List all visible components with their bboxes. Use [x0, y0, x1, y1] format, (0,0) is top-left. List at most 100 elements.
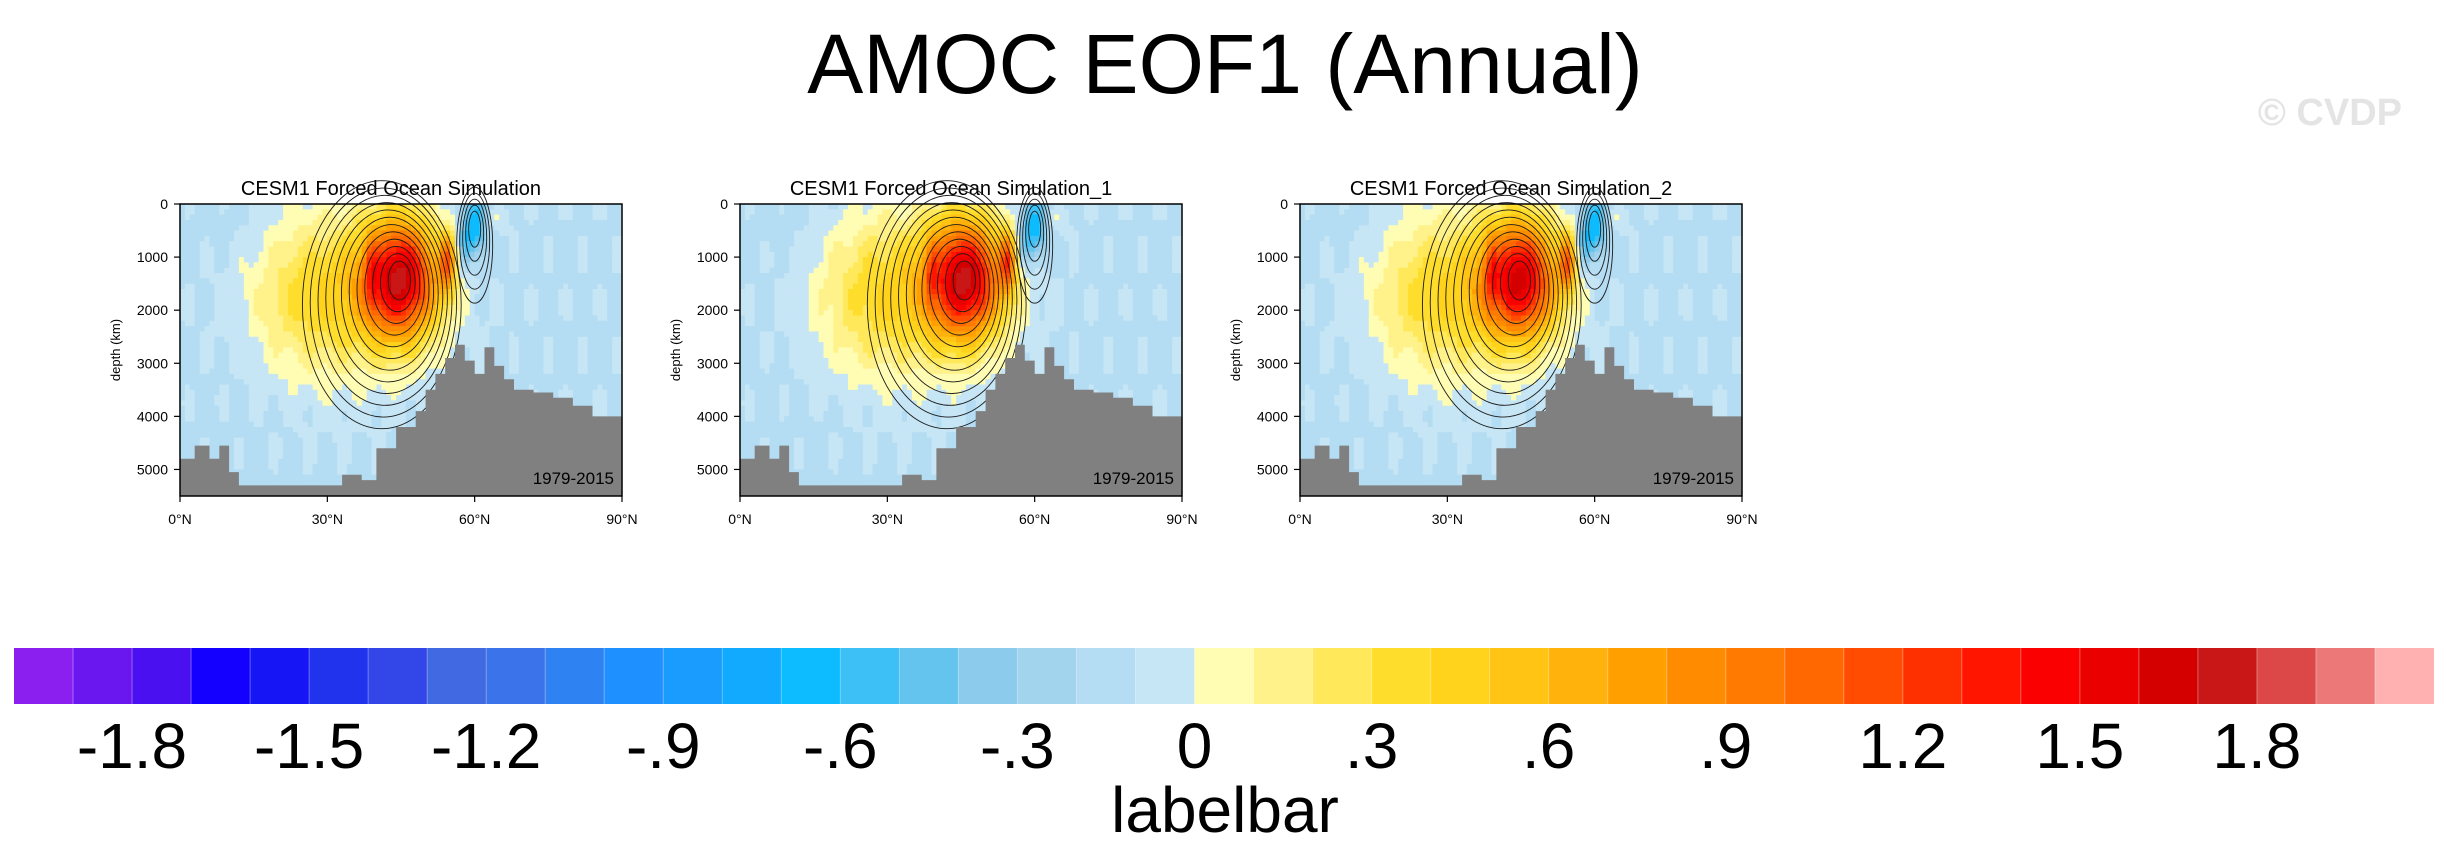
- labelbar-color-box: [1902, 648, 1963, 704]
- labelbar-color-box: [309, 648, 369, 704]
- bathymetry-mask: [740, 344, 1182, 496]
- color-labelbar: [14, 648, 2434, 704]
- eof-panel-2: CESM1 Forced Ocean Simulation_1 0 1000 200…: [660, 176, 1198, 576]
- contour-lines: [866, 180, 1054, 430]
- labelbar-color-box: [191, 648, 251, 704]
- labelbar-color-box: [545, 648, 605, 704]
- labelbar-color-box: [368, 648, 428, 704]
- x-tick-label: 0°N: [1288, 511, 1312, 527]
- y-tick-label: 4000: [697, 408, 728, 424]
- labelbar-tick-label: 0: [1176, 710, 1213, 782]
- labelbar-color-box: [1312, 648, 1373, 704]
- labelbar-color-box: [1784, 648, 1845, 704]
- labelbar-color-box: [722, 648, 782, 704]
- bathymetry-mask: [1300, 344, 1742, 496]
- y-axis-label: depth (km): [668, 319, 683, 381]
- x-tick-label: 0°N: [168, 511, 192, 527]
- panel-plot: 0 1000 2000 3000 4000 5000 0°N 30°N 60°N 90°N dept…: [668, 180, 1198, 527]
- labelbar-tick-label: 1.8: [2212, 710, 2302, 782]
- labelbar-color-box: [73, 648, 133, 704]
- y-tick-label: 1000: [137, 249, 168, 265]
- labelbar-color-box: [1076, 648, 1137, 704]
- labelbar-color-box: [1666, 648, 1727, 704]
- labelbar-tick-label: 1.5: [2035, 710, 2125, 782]
- labelbar-tick-label: -1.5: [253, 710, 365, 782]
- x-tick-label: 60°N: [1579, 511, 1610, 527]
- eof-panel-1: CESM1 Forced Ocean Simulation 0 1000 2000 3…: [100, 176, 638, 576]
- labelbar-color-box: [781, 648, 841, 704]
- contour-lines: [301, 180, 494, 430]
- x-tick-label: 60°N: [1019, 511, 1050, 527]
- y-axis-label: depth (km): [108, 319, 123, 381]
- period-label: 1979-2015: [533, 469, 614, 488]
- labelbar-tick-label: -.3: [980, 710, 1055, 782]
- labelbar-color-box: [840, 648, 900, 704]
- period-label: 1979-2015: [1653, 469, 1734, 488]
- y-tick-label: 4000: [137, 408, 168, 424]
- labelbar-color-box: [2079, 648, 2140, 704]
- labelbar-color-box: [132, 648, 192, 704]
- field-cells: [180, 204, 623, 497]
- labelbar-color-box: [1430, 648, 1491, 704]
- labelbar-color-box: [958, 648, 1019, 704]
- y-tick-label: 5000: [697, 461, 728, 477]
- labelbar-tick-label: -1.2: [431, 710, 542, 782]
- y-tick-label: 5000: [137, 461, 168, 477]
- x-tick-label: 30°N: [312, 511, 343, 527]
- y-tick-label: 0: [1280, 196, 1288, 212]
- y-tick-label: 2000: [137, 302, 168, 318]
- y-axis-label: depth (km): [1228, 319, 1243, 381]
- x-tick-label: 0°N: [728, 511, 752, 527]
- labelbar-color-box: [1371, 648, 1432, 704]
- labelbar-color-box: [1725, 648, 1786, 704]
- x-tick-label: 30°N: [1432, 511, 1463, 527]
- y-tick-label: 1000: [1257, 249, 1288, 265]
- labelbar-color-box: [250, 648, 310, 704]
- x-tick-label: 30°N: [872, 511, 903, 527]
- labelbar-tick-labels: -1.8 -1.5 -1.2 -.9 -.6 -.3 0 .3 .6 .9 1.2 1.5 1.8: [0, 710, 2450, 790]
- labelbar-color-box: [899, 648, 959, 704]
- labelbar-color-box: [2374, 648, 2434, 704]
- contour-lines: [1421, 180, 1614, 430]
- labelbar-color-box: [486, 648, 546, 704]
- labelbar-color-box: [1194, 648, 1255, 704]
- y-tick-label: 4000: [1257, 408, 1288, 424]
- panel-plot: 0 1000 2000 3000 4000 5000 0°N 30°N 60°N 90°N dept…: [108, 180, 638, 527]
- page-title: AMOC EOF1 (Annual): [807, 17, 1643, 111]
- bathymetry-mask: [180, 344, 622, 496]
- labelbar-color-box: [1843, 648, 1904, 704]
- y-tick-label: 1000: [697, 249, 728, 265]
- labelbar-color-box: [2138, 648, 2199, 704]
- labelbar-tick-label: .6: [1521, 710, 1576, 782]
- labelbar-color-box: [2315, 648, 2376, 704]
- labelbar-color-box: [1135, 648, 1196, 704]
- labelbar-color-box: [2197, 648, 2258, 704]
- panel-plot: 0 1000 2000 3000 4000 5000 0°N 30°N 60°N 90°N dept…: [1228, 180, 1758, 527]
- watermark: © CVDP: [2257, 92, 2402, 134]
- y-tick-label: 3000: [1257, 355, 1288, 371]
- y-tick-label: 0: [160, 196, 168, 212]
- y-tick-label: 3000: [137, 355, 168, 371]
- labelbar-tick-label: -.6: [802, 710, 878, 782]
- y-tick-label: 2000: [1257, 302, 1288, 318]
- x-tick-label: 90°N: [1726, 511, 1757, 527]
- x-tick-label: 60°N: [459, 511, 490, 527]
- labelbar-color-box: [1548, 648, 1609, 704]
- period-label: 1979-2015: [1093, 469, 1174, 488]
- labelbar-color-box: [2256, 648, 2317, 704]
- y-tick-label: 5000: [1257, 461, 1288, 477]
- labelbar-color-box: [14, 648, 74, 704]
- labelbar-tick-label: .9: [1699, 710, 1753, 782]
- labelbar-color-box: [427, 648, 487, 704]
- labelbar-title: labelbar: [1111, 774, 1339, 846]
- labelbar-color-box: [1607, 648, 1668, 704]
- labelbar-color-box: [1253, 648, 1314, 704]
- y-tick-label: 0: [720, 196, 728, 212]
- y-tick-label: 3000: [697, 355, 728, 371]
- labelbar-color-box: [2020, 648, 2081, 704]
- x-tick-label: 90°N: [1166, 511, 1197, 527]
- labelbar-tick-label: -1.8: [76, 710, 188, 782]
- labelbar-tick-label: 1.2: [1858, 710, 1948, 782]
- x-tick-label: 90°N: [606, 511, 637, 527]
- labelbar-tick-label: .3: [1344, 710, 1399, 782]
